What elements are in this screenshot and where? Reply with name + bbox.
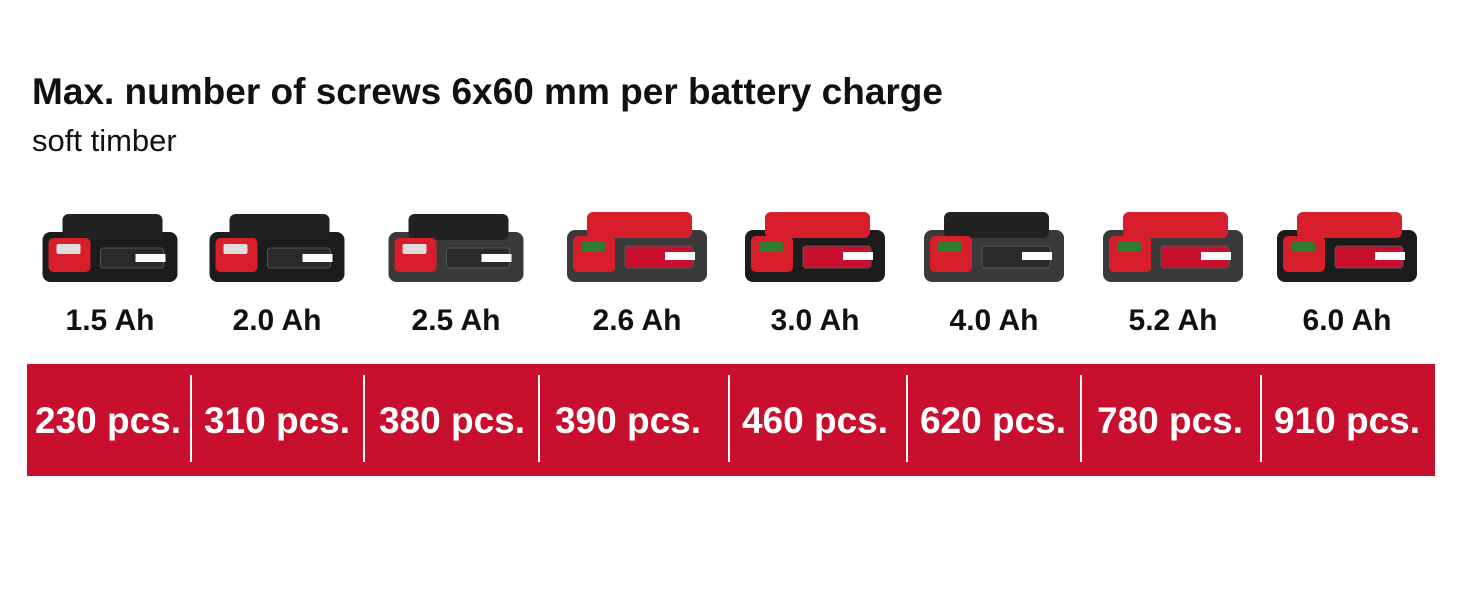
subtitle: soft timber xyxy=(32,123,177,158)
battery-front xyxy=(1283,236,1325,272)
screw-count: 620 pcs. xyxy=(920,400,1066,441)
battery-stripe xyxy=(843,252,873,260)
battery-top xyxy=(1297,212,1402,238)
battery-front xyxy=(751,236,793,272)
battery-front xyxy=(215,238,258,272)
battery-icon xyxy=(924,212,1064,282)
battery-front xyxy=(1109,236,1151,272)
battery-stripe xyxy=(135,254,166,262)
battery-top xyxy=(765,212,870,238)
battery-icon xyxy=(42,214,178,282)
battery-front xyxy=(394,238,437,272)
battery-front xyxy=(573,236,615,272)
battery-top xyxy=(408,214,509,240)
battery-list: 1.5 Ah 230 pcs. 2.0 Ah 310 pcs. 2.5 Ah 380 pc… xyxy=(35,212,1420,462)
screw-count: 780 pcs. xyxy=(1097,400,1243,441)
battery-front xyxy=(48,238,91,272)
battery-top xyxy=(587,212,692,238)
battery-stripe xyxy=(665,252,695,260)
screw-count: 230 pcs. xyxy=(35,400,181,441)
screw-count: 380 pcs. xyxy=(379,400,525,441)
capacity-label: 2.5 Ah xyxy=(412,304,501,337)
capacity-label: 4.0 Ah xyxy=(950,304,1039,337)
capacity-label: 3.0 Ah xyxy=(771,304,860,337)
battery-display xyxy=(402,244,427,254)
battery-front xyxy=(930,236,972,272)
red-band xyxy=(27,364,1435,476)
battery-icon xyxy=(567,212,707,282)
capacity-label: 2.0 Ah xyxy=(233,304,322,337)
screw-count: 460 pcs. xyxy=(742,400,888,441)
battery-icon xyxy=(388,214,524,282)
screw-count: 390 pcs. xyxy=(555,400,701,441)
title: Max. number of screws 6x60 mm per batter… xyxy=(32,71,943,112)
battery-icon xyxy=(745,212,885,282)
battery-stripe xyxy=(1022,252,1052,260)
battery-display xyxy=(759,242,783,252)
battery-display xyxy=(938,242,962,252)
screw-count: 310 pcs. xyxy=(204,400,350,441)
battery-icon xyxy=(1277,212,1417,282)
battery-top xyxy=(1123,212,1228,238)
battery-icon xyxy=(209,214,345,282)
battery-stripe xyxy=(481,254,512,262)
battery-top xyxy=(62,214,163,240)
battery-top xyxy=(944,212,1049,238)
battery-display xyxy=(1117,242,1141,252)
capacity-label: 1.5 Ah xyxy=(66,304,155,337)
battery-display xyxy=(56,244,81,254)
capacity-label: 6.0 Ah xyxy=(1303,304,1392,337)
battery-display xyxy=(1291,242,1315,252)
battery-stripe xyxy=(1375,252,1405,260)
capacity-label: 2.6 Ah xyxy=(593,304,682,337)
battery-icon xyxy=(1103,212,1243,282)
battery-display xyxy=(223,244,248,254)
battery-stripe xyxy=(302,254,333,262)
battery-stripe xyxy=(1201,252,1231,260)
battery-display xyxy=(581,242,605,252)
screw-count: 910 pcs. xyxy=(1274,400,1420,441)
capacity-label: 5.2 Ah xyxy=(1129,304,1218,337)
battery-top xyxy=(229,214,330,240)
